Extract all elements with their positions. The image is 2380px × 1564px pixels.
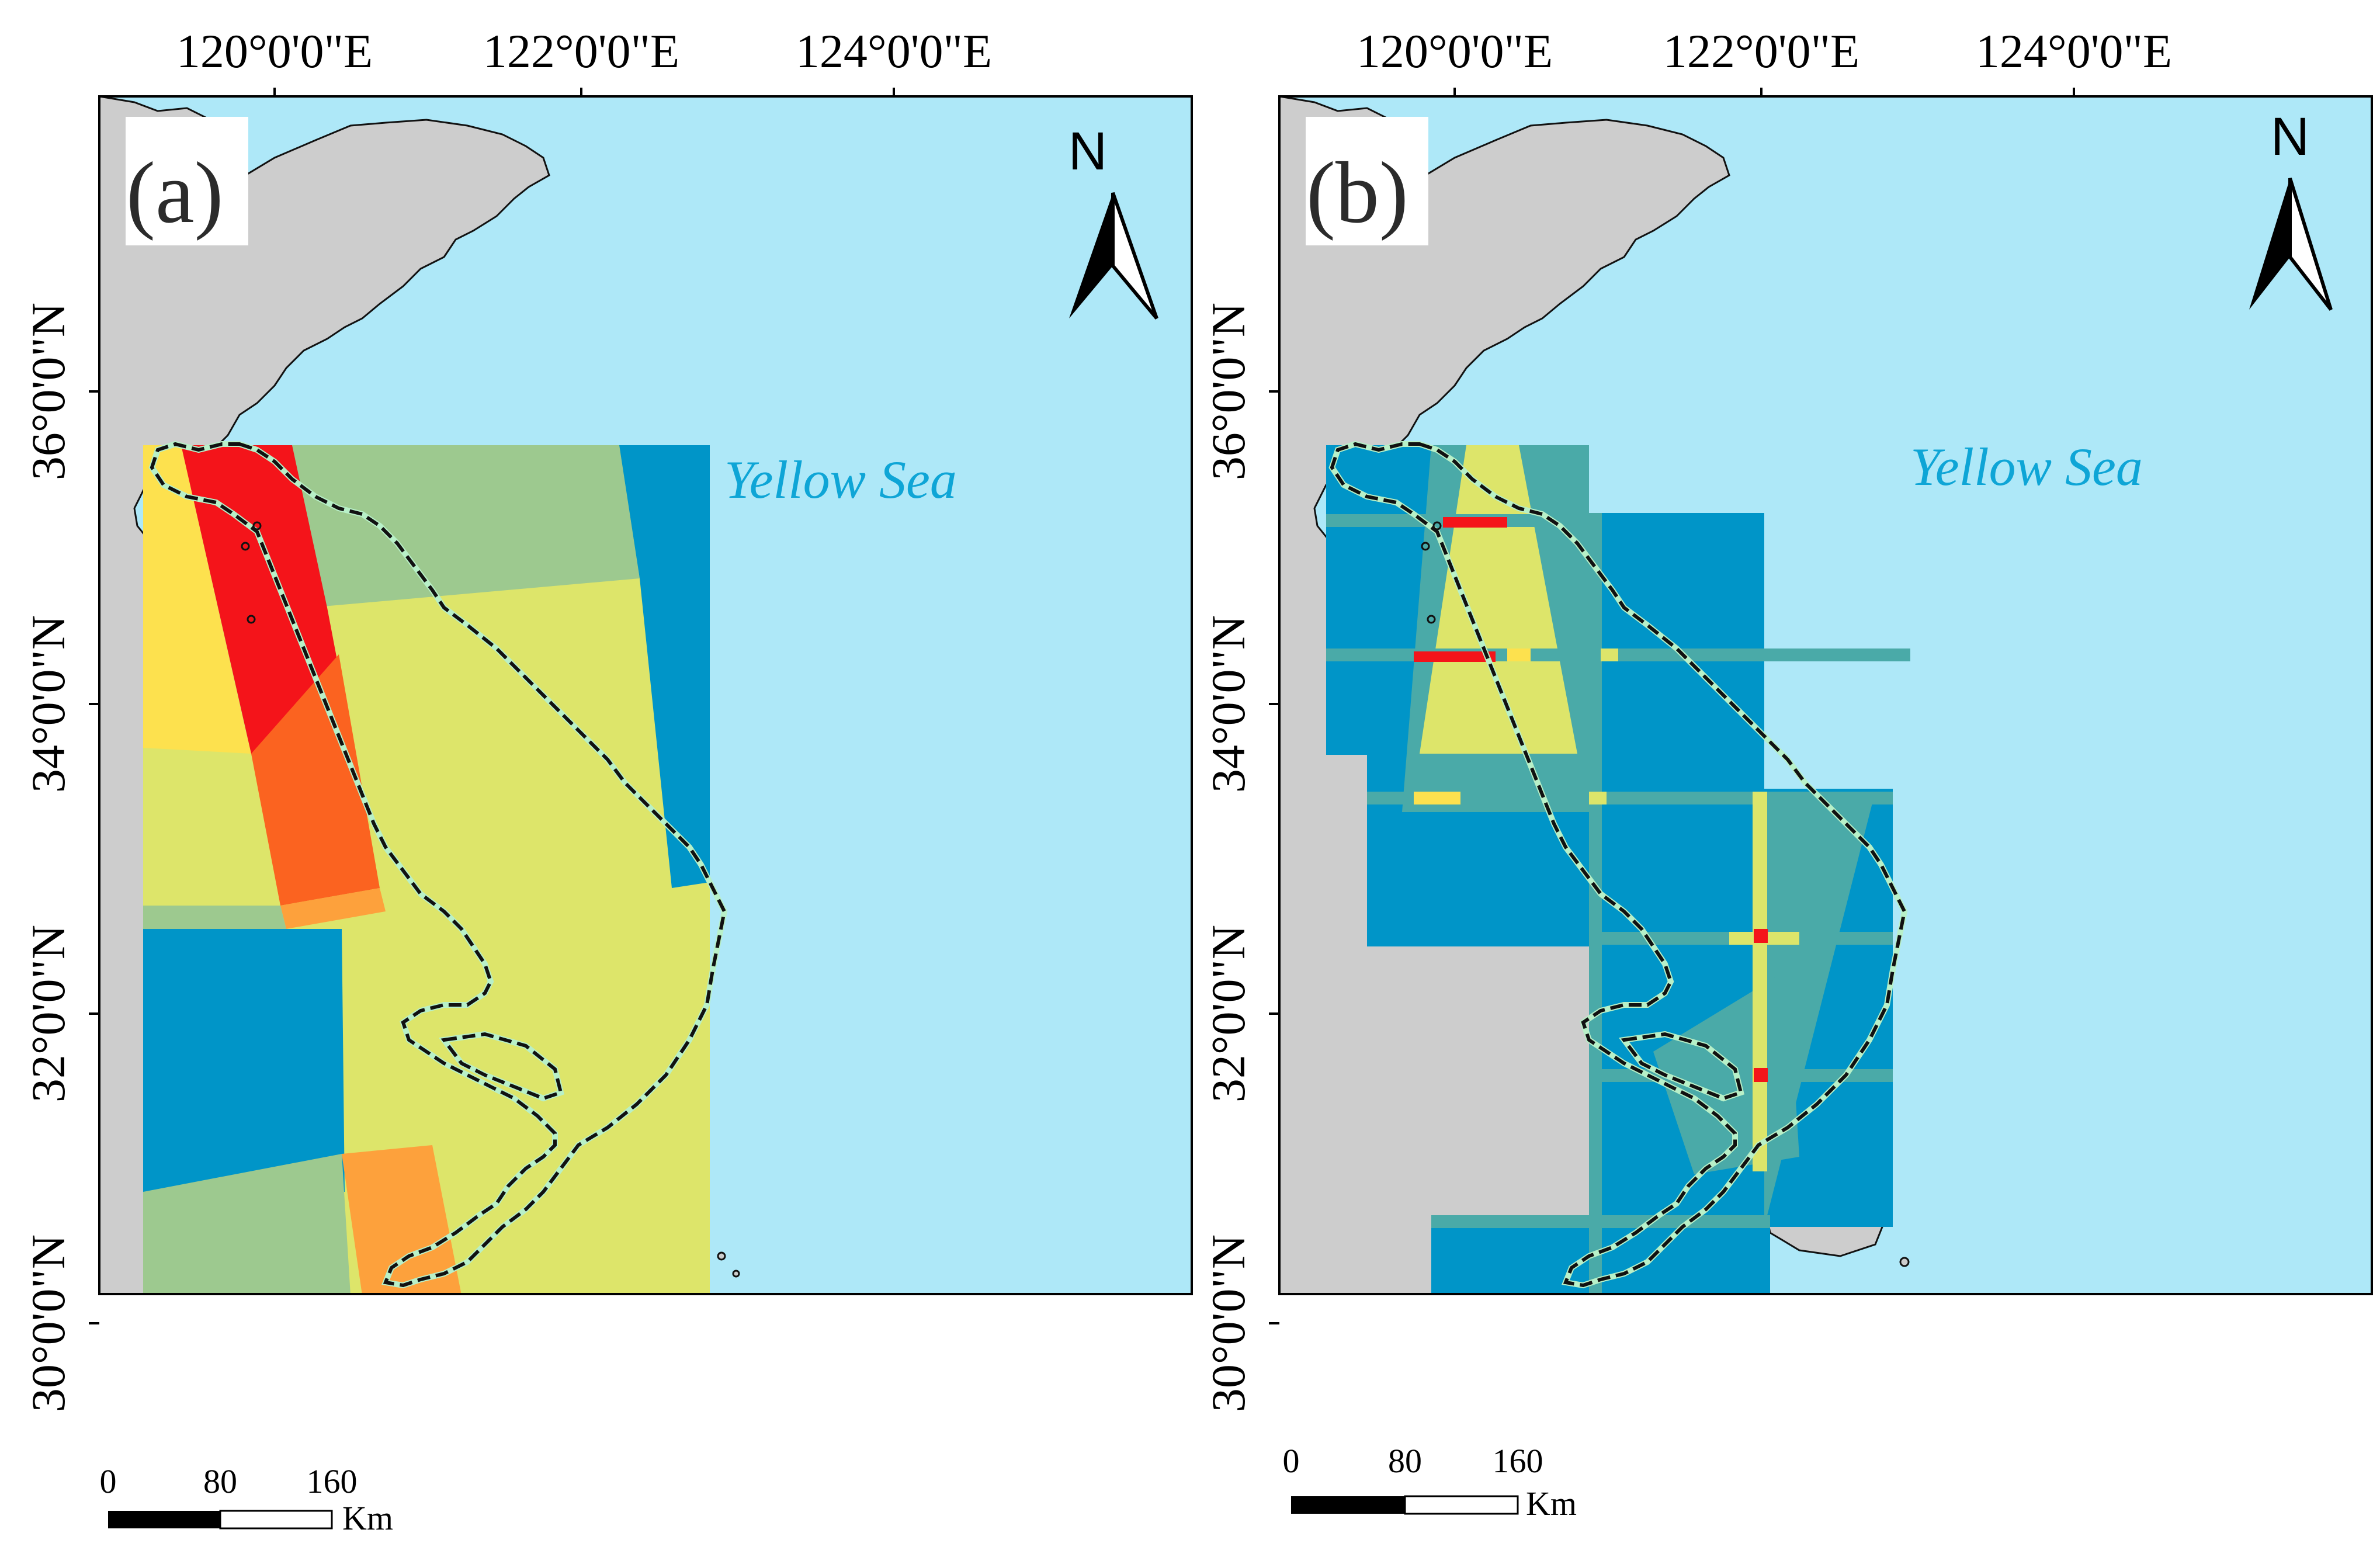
coverage-raster-a: [143, 445, 710, 1294]
legend-tick-label: 3000: [1925, 1501, 1993, 1539]
legend-swatch: [2225, 1442, 2311, 1482]
legend-tick-label: 1200: [1659, 1501, 1726, 1539]
legend-swatch: [2047, 1442, 2133, 1482]
legend-tick-label: 560: [1038, 1504, 1089, 1542]
panel-b: Yellow Sea (b) N Search range Sentinel-2…: [1202, 25, 2373, 1552]
legend-tick-label: 400: [878, 1504, 929, 1542]
scale-tick: 160: [307, 1462, 358, 1500]
legend-search-label: Search range: [1695, 1313, 1871, 1351]
legend-a: Search range Sentinel-1 coverage numbers…: [491, 1312, 1192, 1552]
lon-label: 124°0'0"E: [1976, 25, 2172, 78]
legend-swatch: [502, 1451, 580, 1487]
legend-tick-label: 641: [1093, 1504, 1144, 1542]
scale-unit: Km: [1526, 1485, 1577, 1523]
lon-label: 120°0'0"E: [1356, 25, 1553, 78]
lon-label: 122°0'0"E: [483, 25, 679, 78]
legend-tick-label: 4800: [2191, 1501, 2258, 1539]
legend-title: Sentinel-1 coverage numbers: [498, 1395, 893, 1433]
sea-label: Yellow Sea: [1910, 437, 2143, 497]
legend-swatch: [1692, 1442, 1779, 1482]
legend-tick-label: 5400: [2246, 1501, 2313, 1539]
legend-swatch: [1870, 1442, 1956, 1482]
legend-tick-label: 480: [958, 1504, 1009, 1542]
scale-tick: 80: [1388, 1442, 1422, 1480]
legend-ticks: 0 80 160 240 320 400 480 560 641: [502, 1504, 1144, 1542]
legend-swatch: [1604, 1442, 1690, 1482]
map-frame: [98, 95, 1193, 1295]
lat-label: 36°0'0"N: [1202, 303, 1255, 480]
sea-label: Yellow Sea: [724, 450, 957, 509]
graticule-labels: 120°0'0"E 122°0'0"E 124°0'0"E 36°0'0"N 3…: [1202, 25, 2172, 1412]
north-label: N: [2271, 107, 2309, 167]
legend-tick-label: 80: [565, 1504, 599, 1542]
legend-tick-label: 320: [798, 1504, 849, 1542]
coverage-raster-b: [1326, 445, 1910, 1294]
lat-label: 34°0'0"N: [22, 615, 75, 793]
legend-swatch: [2136, 1442, 2222, 1482]
legend-tick-label: 2400: [1836, 1501, 1904, 1539]
legend-tick-label: 160: [637, 1504, 688, 1542]
legend-tick-label: 1800: [1747, 1501, 1815, 1539]
legend-swatch: [743, 1451, 821, 1487]
legend-swatch: [1064, 1451, 1142, 1487]
legend-tick-label: 4200: [2102, 1501, 2170, 1539]
legend-swatch: [1781, 1442, 1868, 1482]
lon-label: 122°0'0"E: [1663, 25, 1859, 78]
legend-search-label: Search range: [595, 1325, 771, 1363]
legend-tick-label: 3600: [2013, 1501, 2081, 1539]
lat-label: 32°0'0"N: [22, 925, 75, 1102]
scale-tick: 0: [100, 1462, 117, 1500]
legend-tick-label: 0: [1604, 1501, 1621, 1539]
scale-bar: 0 80 160 Km: [1283, 1442, 1577, 1523]
scale-tick: 160: [1493, 1442, 1543, 1480]
legend-swatch: [903, 1451, 981, 1487]
lat-label: 30°0'0"N: [22, 1234, 75, 1412]
north-label: N: [1068, 122, 1107, 181]
legend-swatch: [582, 1451, 660, 1487]
lat-label: 32°0'0"N: [1202, 925, 1255, 1102]
graticule-labels: 120°0'0"E 122°0'0"E 124°0'0"E 36°0'0"N 3…: [22, 25, 992, 1412]
scale-bar: 0 80 160 Km: [100, 1462, 394, 1537]
legend-swatch: [663, 1451, 741, 1487]
panel-label: (a): [126, 144, 223, 241]
lon-label: 124°0'0"E: [796, 25, 992, 78]
map-frame: [1278, 95, 2373, 1295]
legend-color-ramp: [502, 1451, 1142, 1487]
legend-swatch: [823, 1451, 901, 1487]
lat-label: 36°0'0"N: [22, 303, 75, 480]
scale-tick: 0: [1283, 1442, 1300, 1480]
north-arrow: N: [1068, 122, 1158, 320]
lon-label: 120°0'0"E: [176, 25, 373, 78]
scale-unit: Km: [342, 1499, 393, 1537]
lat-label: 30°0'0"N: [1202, 1234, 1255, 1412]
legend-tick-label: 0: [502, 1504, 519, 1542]
panel-a: Yellow Sea (a) N Search range Sentinel-1…: [22, 25, 1193, 1552]
legend-title: Sentinel-2 coverage numbers: [1597, 1383, 1992, 1421]
legend-color-ramp: [1604, 1442, 2311, 1482]
legend-tick-label: 240: [717, 1504, 768, 1542]
legend-swatch: [984, 1451, 1061, 1487]
scale-tick: 80: [203, 1462, 237, 1500]
panel-label: (b): [1306, 144, 1408, 241]
north-arrow: N: [2249, 107, 2333, 311]
legend-b: Search range Sentinel-2 coverage numbers…: [1592, 1300, 2372, 1552]
lat-label: 34°0'0"N: [1202, 615, 1255, 793]
legend-swatch: [1959, 1442, 2045, 1482]
